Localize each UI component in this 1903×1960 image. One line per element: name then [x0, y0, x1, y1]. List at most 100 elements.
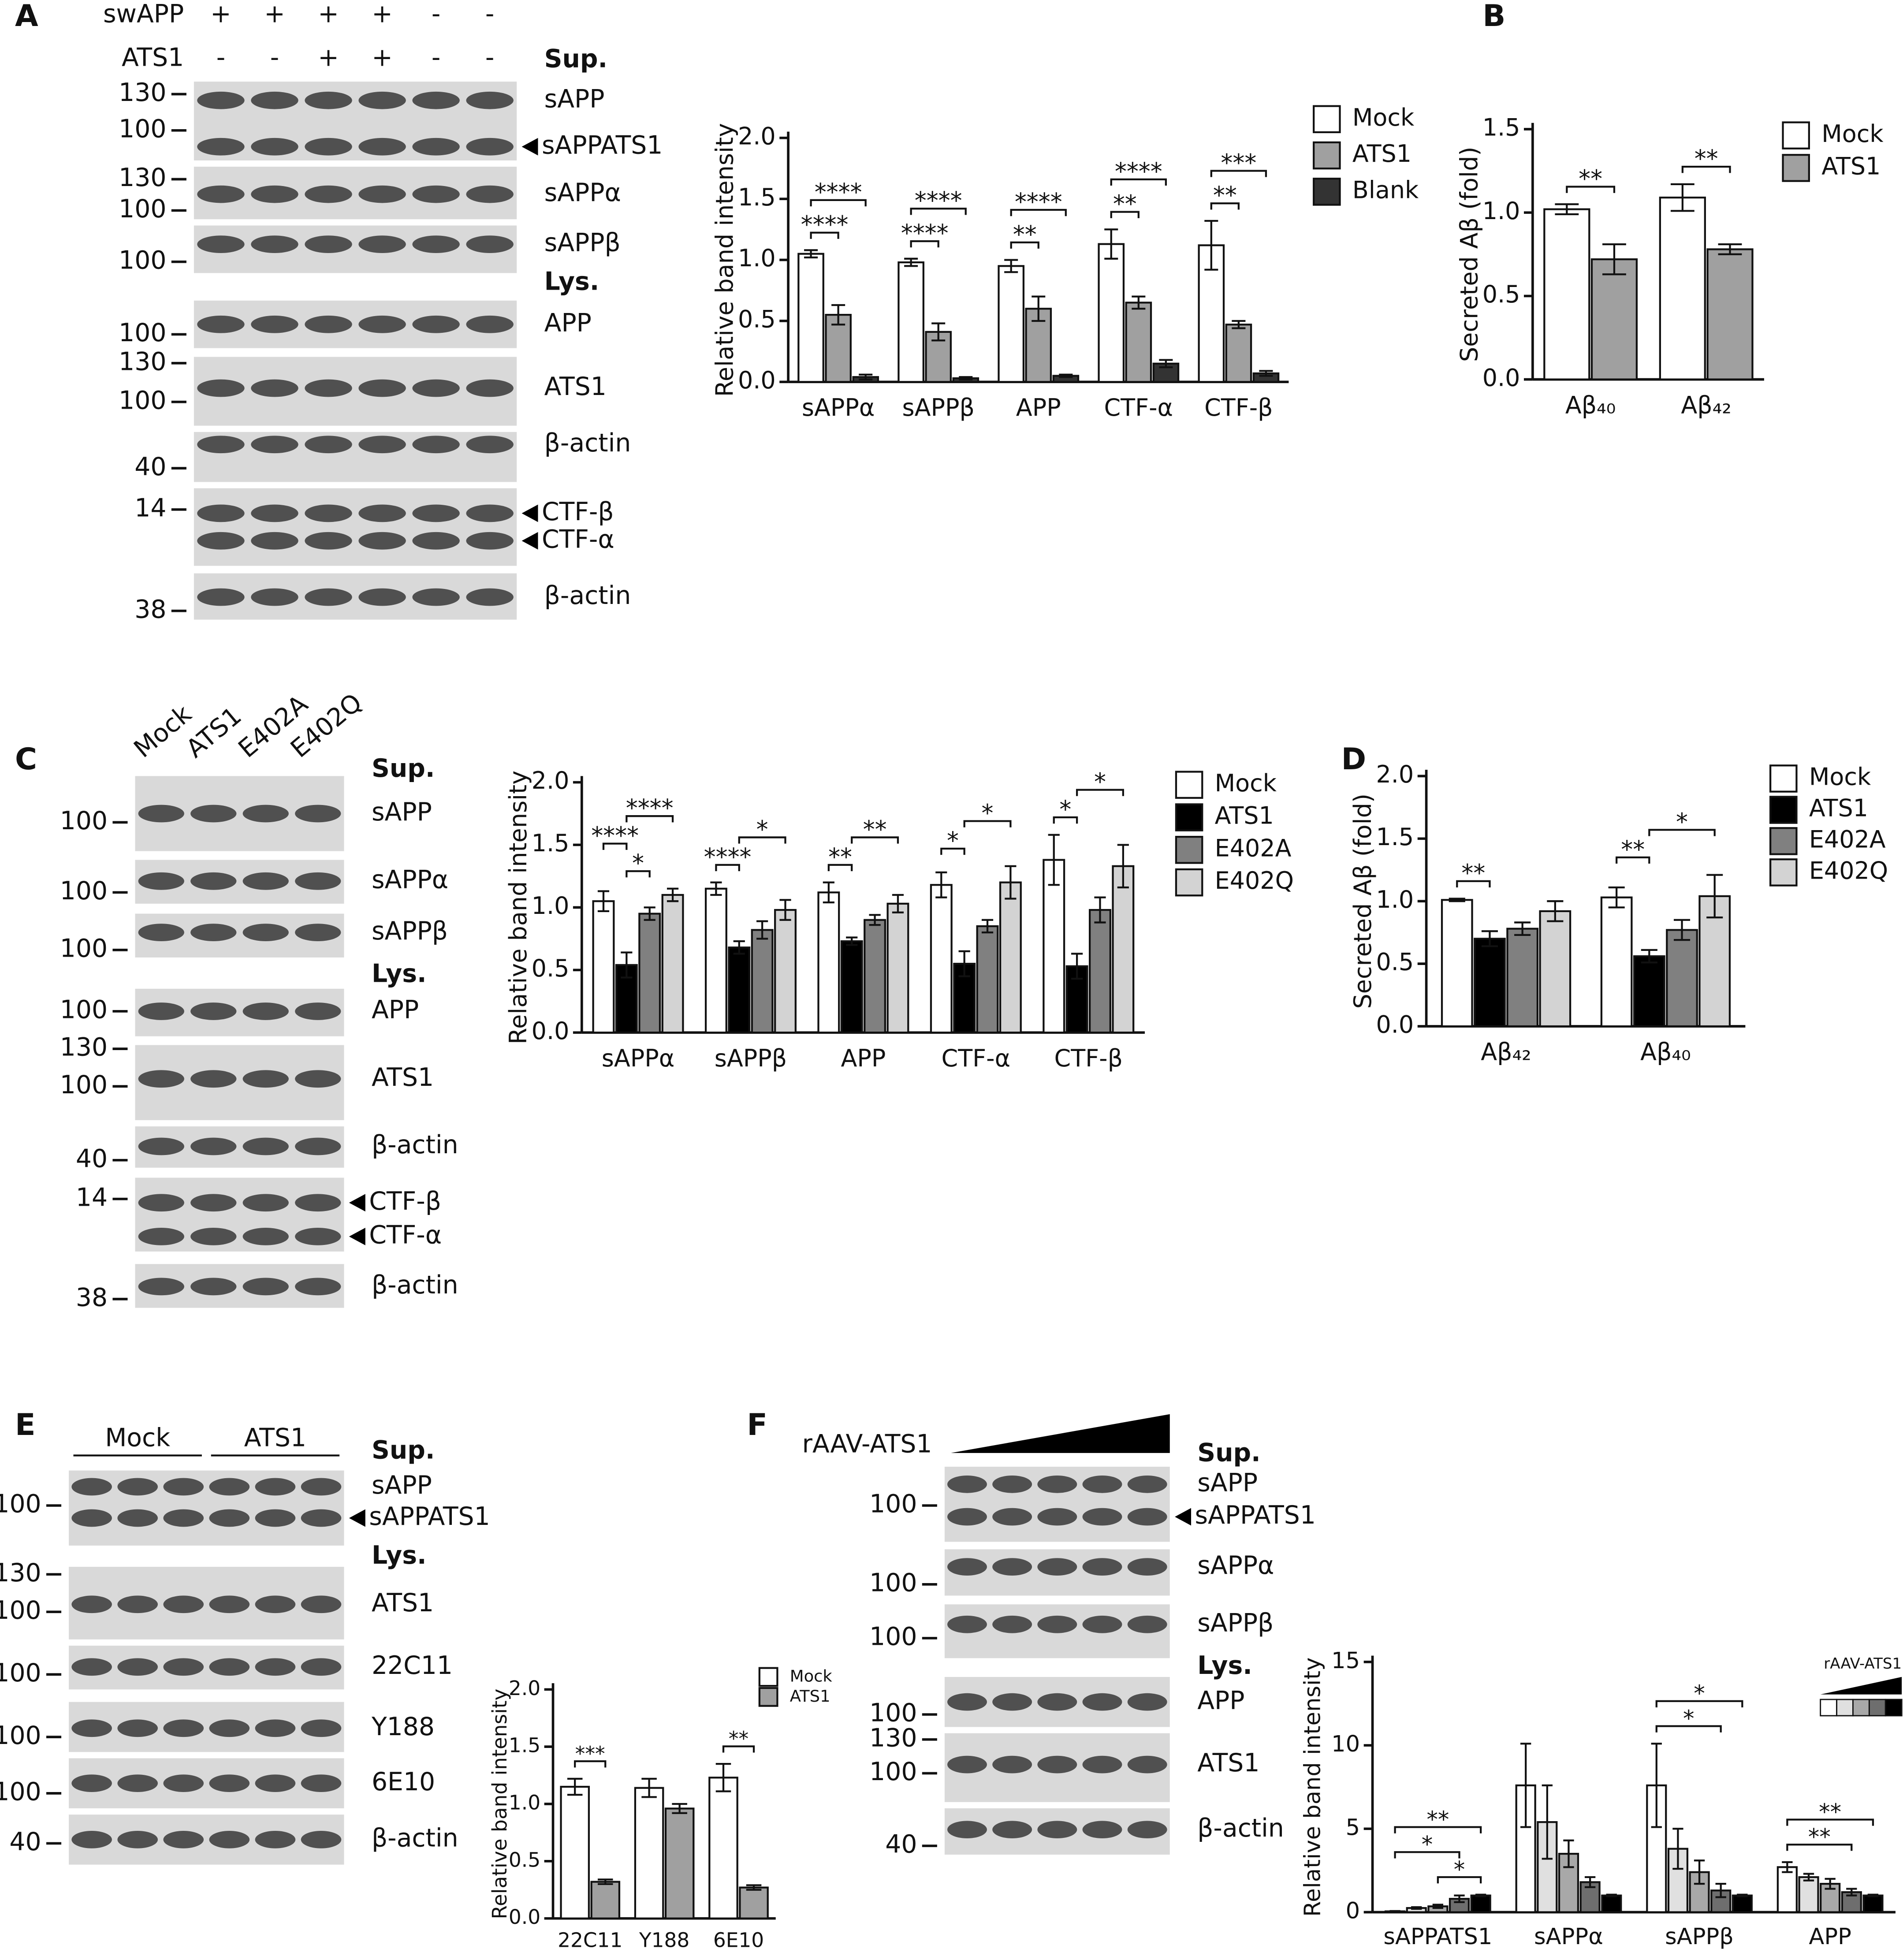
band: [992, 1693, 1032, 1711]
error-bar: [1584, 1876, 1596, 1888]
y-tick-label: 2.0: [532, 767, 570, 794]
x-tick-label: Y188: [639, 1928, 689, 1952]
sig-label: *: [1059, 795, 1071, 823]
sig-label: *: [1094, 768, 1106, 796]
band: [138, 924, 184, 942]
band: [71, 1509, 112, 1527]
bar: [1732, 1894, 1753, 1913]
x-tick-label: Aβ₄₂: [1681, 391, 1732, 419]
band-label: sAPPβ: [372, 917, 448, 946]
error-bar: [1547, 900, 1564, 922]
error-bar: [1481, 930, 1498, 947]
x-tick-label: sAPPATS1: [1383, 1924, 1492, 1950]
band-label: sAPPβ: [1197, 1608, 1274, 1637]
band: [255, 1658, 296, 1676]
sig-bracket: [602, 842, 628, 850]
bar: [840, 940, 863, 1034]
error-bar: [859, 373, 873, 380]
x-tick-label: sAPPβ: [902, 394, 975, 421]
error-bar: [1542, 1784, 1553, 1860]
legend-label: ATS1: [1809, 794, 1868, 822]
sig-label: *: [1676, 808, 1688, 836]
band: [947, 1615, 987, 1633]
band: [242, 1194, 289, 1212]
band: [412, 436, 460, 454]
band: [295, 924, 341, 942]
bar: [1506, 928, 1539, 1028]
y-tick-label: 0.0: [738, 366, 776, 394]
bar: [708, 1777, 738, 1919]
bar: [797, 253, 824, 383]
blot-strip: [69, 1645, 344, 1690]
blot-strip: [69, 1758, 344, 1808]
legend-swatch: [1175, 803, 1203, 831]
band: [251, 235, 298, 253]
band: [117, 1719, 158, 1737]
band: [466, 315, 514, 333]
band: [358, 504, 406, 522]
x-tick-label: CTF-α: [1104, 394, 1173, 421]
x-tick-label: Aβ₄₀: [1640, 1038, 1691, 1066]
band: [358, 379, 406, 397]
marker-label: 14: [76, 1183, 108, 1212]
band: [947, 1475, 987, 1493]
band-label: sAPPATS1: [369, 1502, 490, 1531]
band-label: Y188: [371, 1712, 435, 1741]
marker-label: 130: [119, 78, 166, 107]
bar: [728, 946, 751, 1034]
legend-label: Mock: [1821, 120, 1884, 148]
sig-label: *: [1694, 1681, 1705, 1707]
error-bar: [1032, 295, 1046, 322]
x-tick-label: sAPPβ: [1665, 1924, 1734, 1950]
sig-label: *: [1683, 1706, 1694, 1732]
band: [251, 532, 298, 550]
sig-label: ****: [591, 822, 639, 850]
marker-label: 40: [76, 1144, 108, 1173]
y-axis-label: Relative band intensity: [711, 123, 739, 397]
error-bar: [1204, 220, 1218, 271]
band: [301, 1595, 342, 1613]
error-bar: [1514, 921, 1531, 936]
band: [412, 91, 460, 109]
lane-label: Mock: [128, 699, 197, 764]
error-bar: [831, 304, 845, 326]
marker-label: 38: [76, 1283, 108, 1312]
sig-bracket: [1053, 816, 1078, 824]
band: [163, 1478, 204, 1496]
band-label: ATS1: [372, 1588, 434, 1617]
sign: -: [432, 0, 440, 28]
band: [947, 1693, 987, 1711]
legend-swatch: [1769, 858, 1798, 887]
band: [197, 532, 245, 550]
band: [358, 436, 406, 454]
marker-label: 40: [9, 1827, 41, 1856]
error-bar: [1005, 865, 1017, 900]
blot-strip: [194, 82, 517, 160]
band: [190, 872, 237, 890]
sign: +: [372, 43, 393, 72]
band: [197, 436, 245, 454]
blot-strip: [194, 357, 517, 426]
legend-swatch: [1313, 178, 1341, 206]
band: [255, 1831, 296, 1848]
sig-bracket: [1437, 1876, 1482, 1884]
band: [305, 235, 352, 253]
band: [71, 1478, 112, 1496]
section-label: Lys.: [372, 959, 427, 988]
error-bar: [733, 940, 745, 955]
band: [412, 532, 460, 550]
band: [466, 379, 514, 397]
band: [163, 1831, 204, 1848]
band: [412, 315, 460, 333]
band: [242, 805, 289, 823]
sig-label: *: [947, 827, 959, 854]
band: [197, 504, 245, 522]
error-bar: [931, 322, 946, 342]
band: [466, 138, 514, 156]
x-tick-label: CTF-β: [1054, 1044, 1123, 1072]
band: [947, 1821, 987, 1839]
band: [242, 1137, 289, 1155]
arrow: [521, 532, 538, 550]
bar: [1470, 1894, 1491, 1913]
error-bar: [1825, 1878, 1836, 1890]
